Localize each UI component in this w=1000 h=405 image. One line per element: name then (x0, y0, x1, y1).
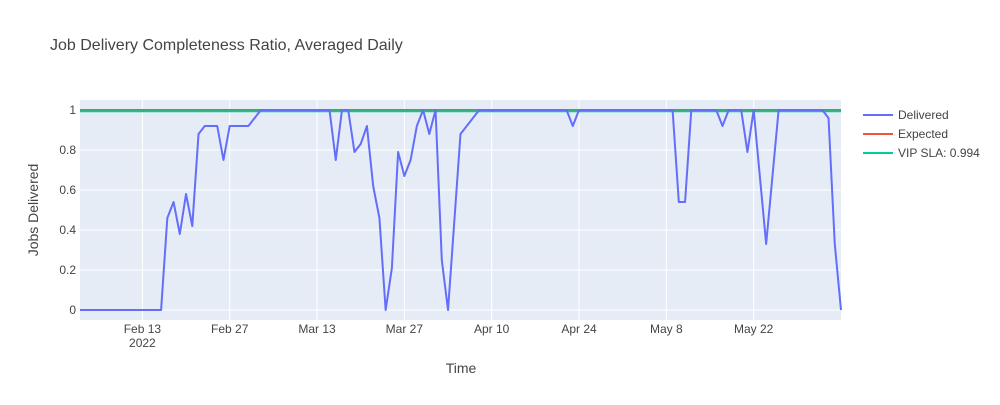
legend-label: VIP SLA: 0.994 (898, 146, 980, 160)
x-tick-label: Apr 10 (474, 322, 510, 336)
legend[interactable]: Delivered Expected VIP SLA: 0.994 (863, 108, 980, 160)
x-tick-label: Feb 27 (211, 322, 249, 336)
x-tick-label: Mar 13 (298, 322, 336, 336)
y-tick-label: 0.4 (59, 223, 76, 237)
x-tick-label: May 8 (650, 322, 683, 336)
y-tick-label: 0.2 (59, 263, 76, 277)
series-line-delivered (80, 109, 842, 311)
y-tick-label: 0.8 (59, 143, 76, 157)
x-tick-label: Feb 13 (124, 322, 162, 336)
chart-title: Job Delivery Completeness Ratio, Average… (50, 37, 403, 54)
x-tick-label: Apr 24 (561, 322, 597, 336)
y-tick-label: 0.6 (59, 183, 76, 197)
x-tick-label: May 22 (734, 322, 774, 336)
y-axis-title: Jobs Delivered (25, 164, 41, 257)
x-tick-label: Mar 27 (386, 322, 424, 336)
legend-item[interactable]: Delivered (863, 108, 949, 122)
series-lines (80, 109, 842, 311)
y-axis-ticks: 0 0.2 0.4 0.6 0.8 1 (59, 103, 76, 317)
x-tick-sublabel: 2022 (129, 336, 156, 350)
legend-label: Expected (898, 127, 948, 141)
legend-item[interactable]: Expected (863, 127, 948, 141)
legend-item[interactable]: VIP SLA: 0.994 (863, 146, 980, 160)
y-tick-label: 0 (69, 303, 76, 317)
x-axis-title: Time (446, 360, 477, 376)
legend-label: Delivered (898, 108, 949, 122)
y-tick-label: 1 (69, 103, 76, 117)
